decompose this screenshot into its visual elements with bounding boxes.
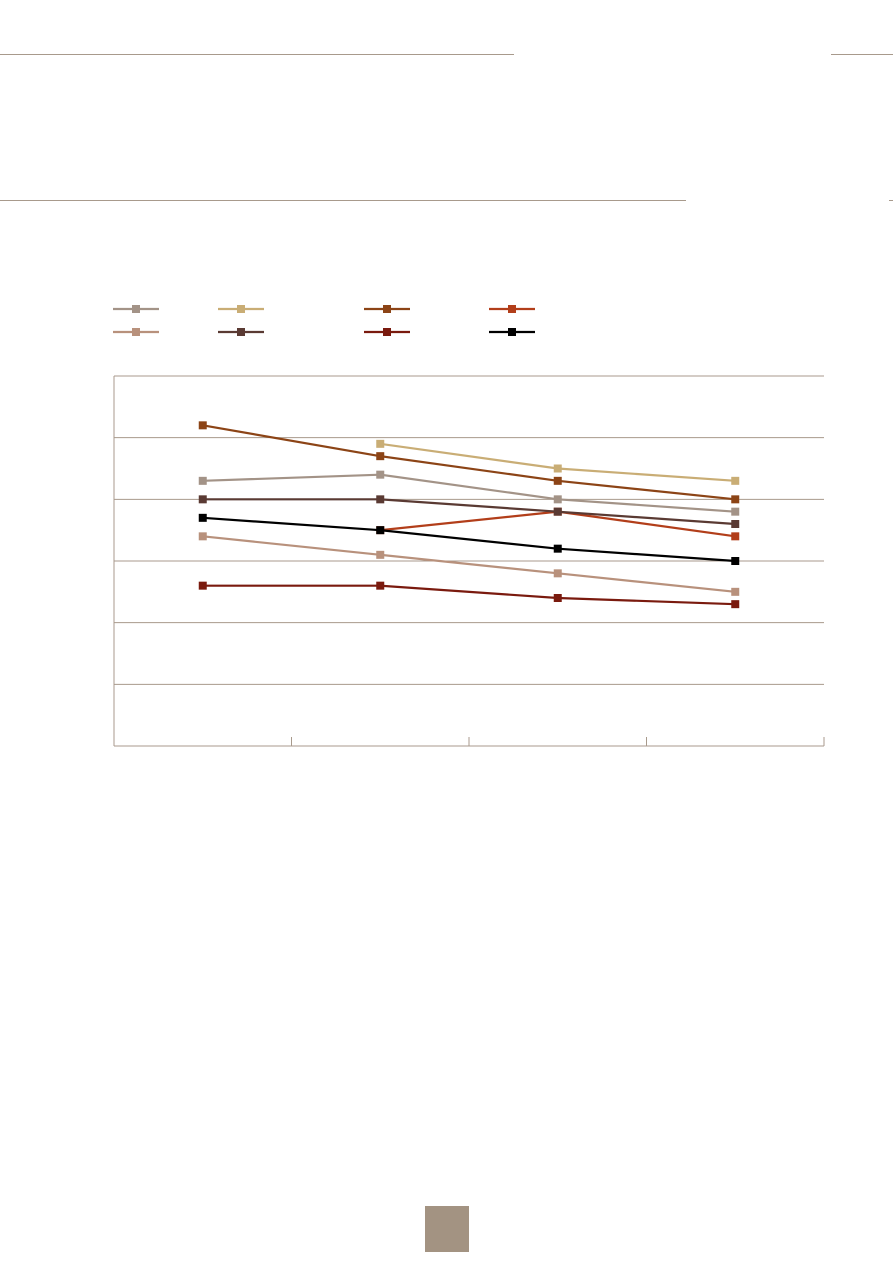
series-5 — [198, 532, 740, 596]
data-point-marker — [553, 569, 562, 578]
series-7 — [198, 581, 740, 609]
data-point-marker — [731, 507, 740, 516]
series-line — [202, 424, 736, 501]
legend-item-6 — [218, 328, 264, 336]
series-line — [380, 442, 736, 482]
legend-item-5 — [113, 328, 159, 336]
data-point-marker — [198, 421, 207, 430]
legend-item-1 — [113, 305, 159, 313]
legend-marker — [508, 305, 516, 313]
data-point-marker — [731, 476, 740, 485]
legend-marker — [237, 328, 245, 336]
data-point-marker — [198, 476, 207, 485]
data-point-marker — [553, 476, 562, 485]
header-rule-left — [0, 54, 514, 55]
legend-item-7 — [364, 328, 410, 336]
series-6 — [198, 495, 740, 528]
data-point-marker — [731, 520, 740, 528]
legend-marker — [383, 305, 391, 313]
series-line — [202, 473, 736, 513]
data-point-marker — [731, 495, 740, 504]
data-point-marker — [553, 544, 562, 553]
chart-legend — [113, 305, 535, 336]
data-point-marker — [731, 532, 740, 541]
header-rule-right — [831, 54, 893, 55]
data-point-marker — [376, 550, 385, 559]
series-2 — [376, 439, 740, 485]
data-point-marker — [553, 507, 562, 516]
chart-series — [198, 421, 740, 609]
series-line — [202, 535, 736, 593]
series-8 — [198, 513, 740, 565]
page-number-badge — [425, 1206, 469, 1252]
series-3 — [198, 421, 740, 504]
legend-marker — [132, 305, 140, 313]
chart-axes — [113, 376, 825, 747]
legend-marker — [383, 328, 391, 336]
legend-item-4 — [489, 305, 535, 313]
legend-item-8 — [489, 328, 535, 336]
data-point-marker — [376, 526, 385, 535]
series-1 — [198, 470, 740, 516]
section-rule — [0, 200, 686, 201]
chart-gridlines — [114, 375, 824, 685]
data-point-marker — [731, 587, 740, 596]
section-rule-tick — [889, 200, 893, 201]
data-point-marker — [731, 600, 740, 609]
series-line — [202, 516, 736, 563]
series-line — [202, 498, 736, 526]
data-point-marker — [198, 581, 207, 590]
legend-marker — [132, 328, 140, 336]
legend-item-3 — [364, 305, 410, 313]
data-point-marker — [376, 452, 385, 461]
data-point-marker — [198, 495, 207, 504]
data-point-marker — [553, 464, 562, 473]
data-point-marker — [376, 581, 385, 590]
series-line — [202, 584, 736, 606]
legend-marker — [508, 328, 516, 336]
data-point-marker — [376, 495, 385, 504]
data-point-marker — [731, 557, 740, 565]
data-point-marker — [198, 532, 207, 541]
data-point-marker — [198, 513, 207, 522]
data-point-marker — [376, 470, 385, 479]
legend-marker — [237, 305, 245, 313]
data-point-marker — [553, 594, 562, 602]
data-point-marker — [553, 495, 562, 504]
data-point-marker — [376, 439, 385, 448]
legend-item-2 — [218, 305, 264, 313]
